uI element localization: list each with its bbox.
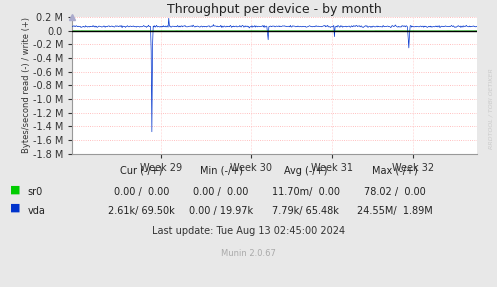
Text: ■: ■ xyxy=(10,203,20,213)
Text: 7.79k/ 65.48k: 7.79k/ 65.48k xyxy=(272,206,339,216)
Text: 0.00 /  0.00: 0.00 / 0.00 xyxy=(193,187,249,197)
Text: Min (-/+): Min (-/+) xyxy=(200,166,243,176)
Text: 24.55M/  1.89M: 24.55M/ 1.89M xyxy=(357,206,433,216)
Text: 2.61k/ 69.50k: 2.61k/ 69.50k xyxy=(108,206,175,216)
Text: 78.02 /  0.00: 78.02 / 0.00 xyxy=(364,187,426,197)
Text: 0.00 / 19.97k: 0.00 / 19.97k xyxy=(189,206,253,216)
Text: ■: ■ xyxy=(10,185,20,194)
Text: Max (-/+): Max (-/+) xyxy=(372,166,418,176)
Title: Throughput per device - by month: Throughput per device - by month xyxy=(167,3,382,16)
Text: vda: vda xyxy=(27,206,45,216)
Text: sr0: sr0 xyxy=(27,187,43,197)
Text: Munin 2.0.67: Munin 2.0.67 xyxy=(221,249,276,259)
Text: RRDTOOL / TOBI OETIKER: RRDTOOL / TOBI OETIKER xyxy=(488,69,493,150)
Text: 0.00 /  0.00: 0.00 / 0.00 xyxy=(114,187,169,197)
Text: Last update: Tue Aug 13 02:45:00 2024: Last update: Tue Aug 13 02:45:00 2024 xyxy=(152,226,345,236)
Text: Avg (-/+): Avg (-/+) xyxy=(284,166,328,176)
Y-axis label: Bytes/second read (-) / write (+): Bytes/second read (-) / write (+) xyxy=(22,18,31,153)
Text: 11.70m/  0.00: 11.70m/ 0.00 xyxy=(272,187,339,197)
Text: Cur (-/+): Cur (-/+) xyxy=(120,166,163,176)
